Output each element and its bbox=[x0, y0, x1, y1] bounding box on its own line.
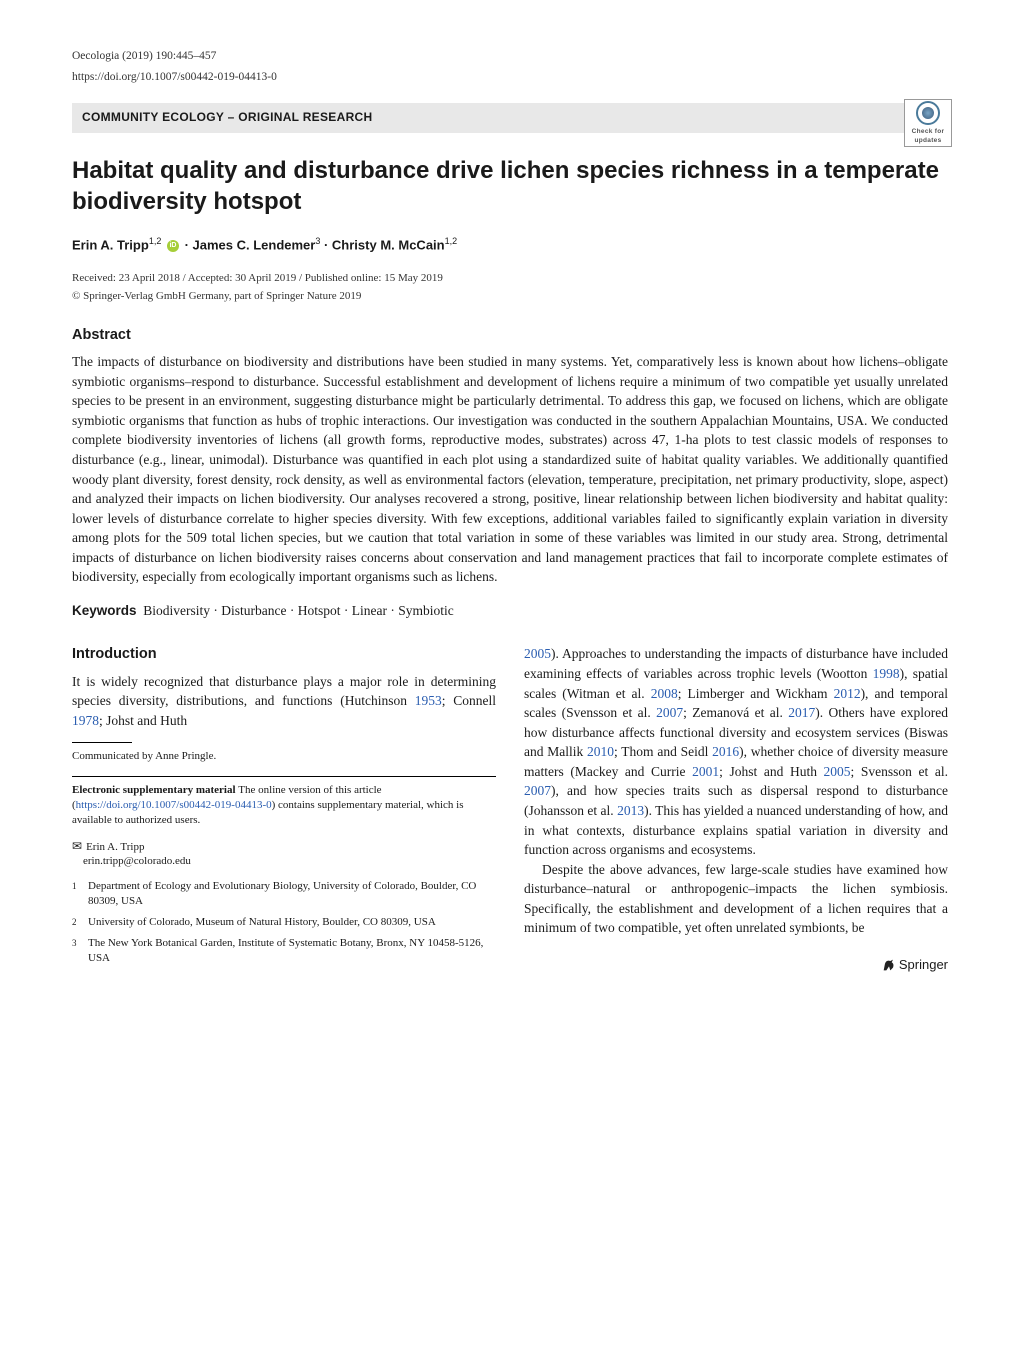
intro-paragraph-2: Despite the above advances, few large-sc… bbox=[524, 860, 948, 938]
envelope-icon: ✉ bbox=[72, 839, 82, 853]
springer-logo: Springer bbox=[524, 956, 948, 975]
affil-3-text: The New York Botanical Garden, Institute… bbox=[88, 936, 496, 966]
intro-paragraph-1-cont: 2005). Approaches to understanding the i… bbox=[524, 644, 948, 859]
corr-name: Erin A. Tripp bbox=[86, 841, 144, 853]
check-updates-icon bbox=[916, 101, 940, 125]
two-column-body: Introduction It is widely recognized tha… bbox=[72, 644, 948, 974]
authors-line: Erin A. Tripp1,2 · James C. Lendemer3 · … bbox=[72, 235, 948, 255]
footnote-rule-2 bbox=[72, 776, 496, 777]
springer-horse-icon bbox=[881, 957, 897, 973]
supplementary-material-note: Electronic supplementary material The on… bbox=[72, 783, 496, 828]
doi-line: https://doi.org/10.1007/s00442-019-04413… bbox=[72, 69, 948, 86]
publication-dates: Received: 23 April 2018 / Accepted: 30 A… bbox=[72, 271, 948, 287]
affil-2-num: 2 bbox=[72, 915, 88, 930]
check-updates-badge[interactable]: Check for updates bbox=[904, 99, 952, 147]
corr-email: erin.tripp@colorado.edu bbox=[83, 855, 191, 867]
abstract-heading: Abstract bbox=[72, 325, 948, 346]
orcid-icon bbox=[167, 240, 179, 252]
footnote-block: Communicated by Anne Pringle. Electronic… bbox=[72, 749, 496, 965]
affiliation-3: 3 The New York Botanical Garden, Institu… bbox=[72, 936, 496, 966]
affiliation-1: 1 Department of Ecology and Evolutionary… bbox=[72, 879, 496, 909]
abstract-text: The impacts of disturbance on biodiversi… bbox=[72, 352, 948, 587]
affil-3-num: 3 bbox=[72, 936, 88, 966]
communicated-by: Communicated by Anne Pringle. bbox=[72, 749, 496, 764]
affil-1-num: 1 bbox=[72, 879, 88, 909]
right-column: 2005). Approaches to understanding the i… bbox=[524, 644, 948, 974]
affil-1-text: Department of Ecology and Evolutionary B… bbox=[88, 879, 496, 909]
journal-citation: Oecologia (2019) 190:445–457 bbox=[72, 48, 948, 65]
introduction-heading: Introduction bbox=[72, 644, 496, 665]
affiliation-2: 2 University of Colorado, Museum of Natu… bbox=[72, 915, 496, 930]
keywords-label: Keywords bbox=[72, 603, 137, 618]
affil-2-text: University of Colorado, Museum of Natura… bbox=[88, 915, 436, 930]
keywords-line: Keywords Biodiversity · Disturbance · Ho… bbox=[72, 601, 948, 621]
intro-paragraph-1: It is widely recognized that disturbance… bbox=[72, 672, 496, 731]
copyright-line: © Springer-Verlag GmbH Germany, part of … bbox=[72, 289, 948, 305]
corresponding-author: ✉ Erin A. Tripp erin.tripp@colorado.edu bbox=[72, 838, 496, 870]
footnote-rule-1 bbox=[72, 742, 132, 743]
springer-text: Springer bbox=[899, 957, 948, 972]
check-updates-label: Check for updates bbox=[905, 127, 951, 146]
left-column: Introduction It is widely recognized tha… bbox=[72, 644, 496, 974]
keywords-text: Biodiversity · Disturbance · Hotspot · L… bbox=[143, 603, 453, 618]
article-title: Habitat quality and disturbance drive li… bbox=[72, 155, 948, 217]
section-banner-text: COMMUNITY ECOLOGY – ORIGINAL RESEARCH bbox=[82, 110, 372, 124]
section-banner: COMMUNITY ECOLOGY – ORIGINAL RESEARCH Ch… bbox=[72, 103, 948, 132]
supp-label: Electronic supplementary material bbox=[72, 784, 236, 796]
supp-doi-link[interactable]: https://doi.org/10.1007/s00442-019-04413… bbox=[76, 799, 272, 811]
